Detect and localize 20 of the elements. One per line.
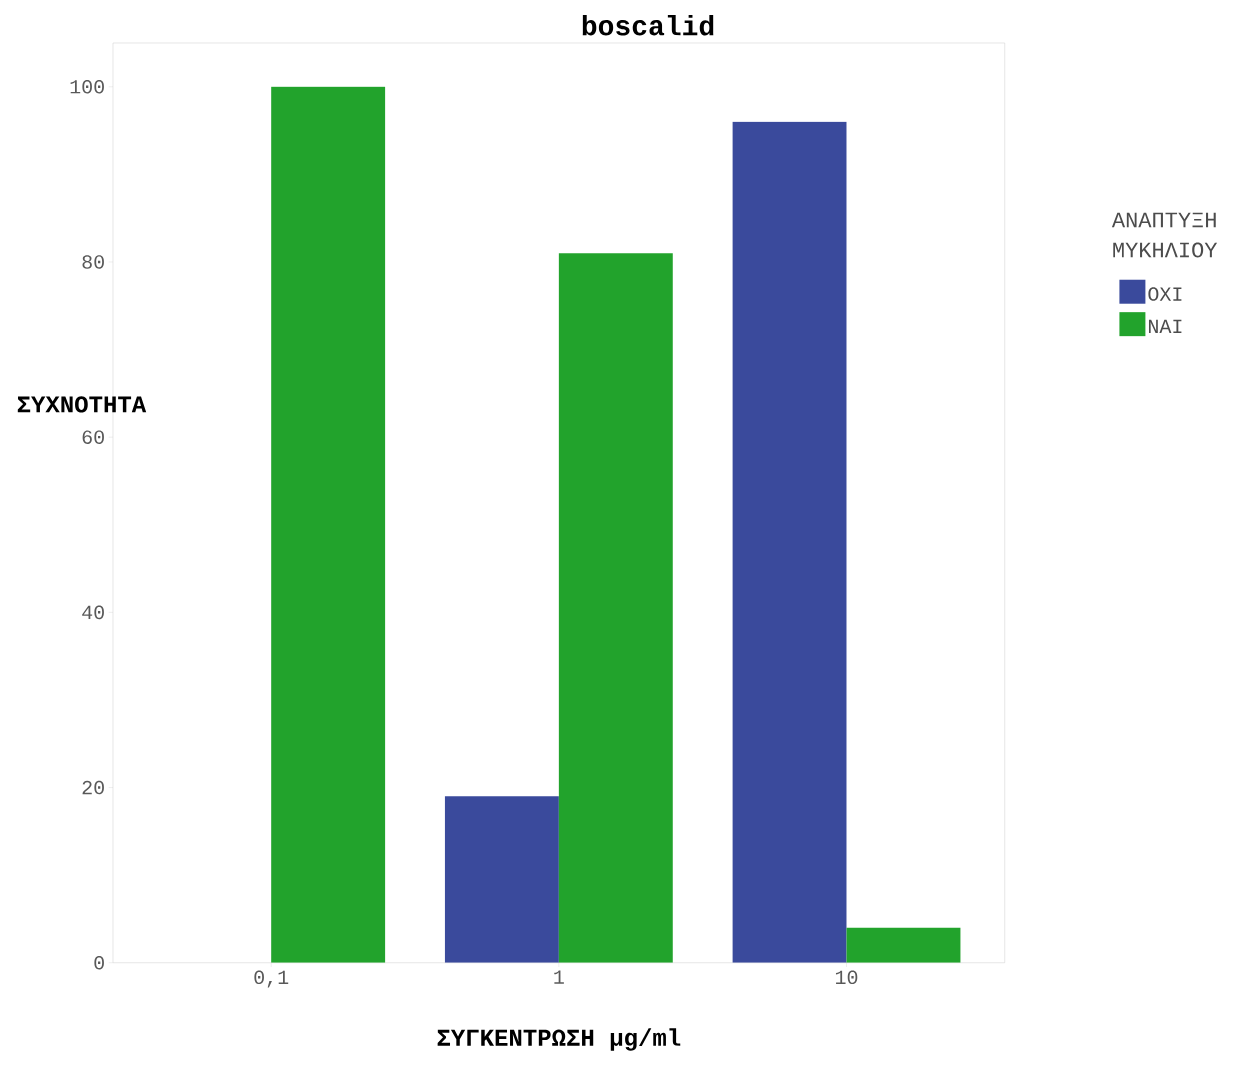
legend-title: ΑΝΑΠΤΥΞΗ ΜΥΚΗΛΙΟΥ — [1111, 212, 1218, 258]
chart-title: boscalid — [582, 15, 714, 36]
bar — [732, 121, 847, 963]
legend-label: ΝΑΙ — [1148, 319, 1182, 334]
bar — [846, 927, 961, 963]
y-tick-label: 60 — [82, 430, 104, 445]
bar — [444, 796, 559, 963]
x-tick-label: 0,1 — [254, 970, 289, 988]
bar — [271, 86, 386, 963]
y-axis-title: ΣΥΧΝΟΤΗΤΑ — [17, 396, 147, 413]
legend-label: ΟΧΙ — [1148, 287, 1182, 301]
y-tick-label: 40 — [82, 605, 104, 620]
x-tick-label: 10 — [835, 970, 858, 985]
bar — [558, 253, 673, 963]
y-tick-label: 80 — [82, 255, 104, 269]
y-tick-label: 20 — [82, 780, 104, 795]
y-tick-label: 100 — [70, 80, 104, 94]
y-tick-label: 0 — [94, 956, 104, 970]
x-axis-title: ΣΥΓΚΕΝΤΡΩΣΗ μg/ml — [437, 1028, 681, 1051]
x-tick-label: 1 — [554, 970, 564, 984]
